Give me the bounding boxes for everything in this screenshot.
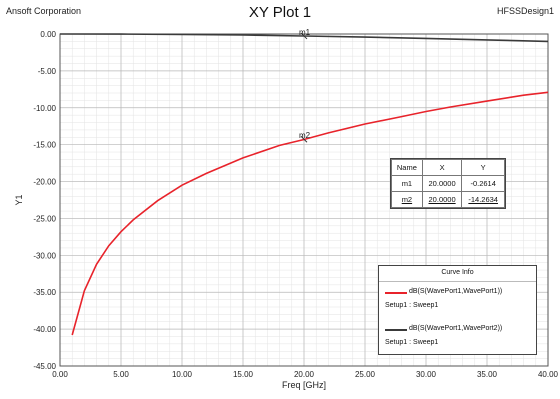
legend-line-s21 (385, 329, 407, 331)
marker-name: m2 (391, 191, 423, 208)
legend[interactable]: Curve Info dB(S(WavePort1,WavePort1)) Se… (378, 265, 537, 355)
y-tick-label: -40.00 (33, 325, 56, 334)
y-tick-label: -45.00 (33, 362, 56, 371)
y-tick-label: -25.00 (33, 214, 56, 223)
company-label: Ansoft Corporation (6, 6, 82, 16)
marker-m1-point[interactable] (300, 32, 308, 40)
y-tick-label: -15.00 (33, 141, 56, 150)
header-name: Name (391, 159, 423, 176)
plot-frame (59, 33, 549, 367)
legend-series-name: dB(S(WavePort1,WavePort1)) (409, 288, 503, 295)
legend-title: Curve Info (379, 266, 536, 282)
marker-m1-label: m1 (299, 28, 311, 37)
y-tick-label: -5.00 (38, 67, 57, 76)
marker-x: 20.0000 (421, 175, 463, 192)
x-tick-label: 35.00 (477, 370, 498, 379)
legend-setup: Setup1 : Sweep1 (385, 339, 439, 346)
design-name: HFSSDesign1 (496, 6, 554, 16)
x-tick-label: 20.00 (294, 370, 315, 379)
y-tick-label: -30.00 (33, 251, 56, 260)
chart-title: XY Plot 1 (248, 4, 312, 21)
marker-row-m1[interactable]: m1 20.0000 -0.2614 (391, 175, 505, 192)
legend-line-s11 (385, 292, 407, 294)
marker-row-m2[interactable]: m2 20.0000 -14.2634 (391, 191, 505, 208)
marker-name: m1 (391, 175, 423, 192)
y-axis-label: Y1 (14, 194, 24, 205)
marker-table[interactable]: Name X Y m1 20.0000 -0.2614 m2 20.0000 -… (390, 158, 506, 209)
header-x: X (421, 159, 463, 176)
x-tick-label: 30.00 (416, 370, 437, 379)
header-y: Y (461, 159, 505, 176)
y-tick-label: -35.00 (33, 288, 56, 297)
marker-x: 20.0000 (421, 191, 463, 208)
marker-m2-point[interactable] (300, 135, 308, 143)
legend-series-name: dB(S(WavePort1,WavePort2)) (409, 325, 503, 332)
x-tick-label: 5.00 (113, 370, 129, 379)
marker-y: -0.2614 (461, 175, 505, 192)
series-line-1[interactable] (71, 91, 549, 336)
marker-y: -14.2634 (461, 191, 505, 208)
y-tick-label: 0.00 (40, 30, 56, 39)
legend-setup: Setup1 : Sweep1 (385, 302, 439, 309)
y-tick-label: -20.00 (33, 178, 56, 187)
x-tick-label: 15.00 (233, 370, 254, 379)
x-tick-label: 25.00 (355, 370, 376, 379)
x-tick-label: 40.00 (538, 370, 559, 379)
x-axis-label: Freq [GHz] (282, 380, 326, 390)
x-tick-label: 10.00 (172, 370, 193, 379)
y-tick-label: -10.00 (33, 104, 56, 113)
legend-entry-s21[interactable]: dB(S(WavePort1,WavePort2)) Setup1 : Swee… (379, 319, 536, 356)
marker-m2-label: m2 (299, 131, 311, 140)
marker-table-header: Name X Y (391, 159, 505, 176)
legend-entry-s11[interactable]: dB(S(WavePort1,WavePort1)) Setup1 : Swee… (379, 282, 536, 319)
x-tick-label: 0.00 (52, 370, 68, 379)
